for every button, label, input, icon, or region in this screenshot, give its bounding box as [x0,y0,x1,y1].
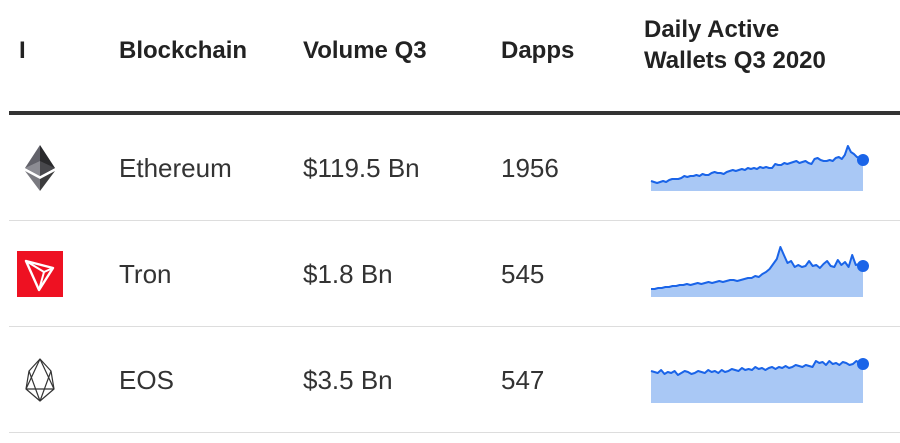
dapps-value: 1956 [501,152,559,183]
sparkline-cell [647,115,875,221]
eos-logo-icon [17,327,63,433]
table-row: Tron $1.8 Bn 545 [9,221,900,327]
row-divider [9,432,900,433]
blockchain-name: EOS [119,364,174,395]
sparkline-line [650,145,864,184]
volume-value: $1.8 Bn [303,258,393,289]
blockchain-name: Tron [119,258,172,289]
sparkline-cell [647,327,875,433]
header-icon: I [19,37,26,64]
sparkline-area [651,146,863,191]
header-wallets-line1: Daily Active [644,16,780,43]
sparkline-end-point [857,154,869,166]
tron-logo-icon [17,221,63,327]
ethereum-logo-icon [17,115,63,221]
sparkline-chart [650,145,869,191]
header-blockchain: Blockchain [119,37,248,64]
sparkline-area [651,361,863,403]
header-wallets-line2: Wallets Q3 2020 [644,47,826,74]
sparkline-line [650,360,864,376]
table-row: Ethereum $119.5 Bn 1956 [9,115,900,221]
volume-value: $119.5 Bn [303,152,420,183]
sparkline-chart [650,358,869,403]
row-divider [9,220,900,221]
blockchain-name: Ethereum [119,152,232,183]
table-header: I Blockchain Volume Q3 Dapps Daily Activ… [9,0,900,112]
dapps-value: 545 [501,258,545,289]
sparkline-line [651,246,864,290]
sparkline-area [651,247,863,297]
sparkline-end-point [857,260,869,272]
sparkline-cell [647,221,875,327]
row-divider [9,326,900,327]
volume-value: $3.5 Bn [303,364,393,395]
header-dapps: Dapps [501,37,575,64]
blockchain-table: I Blockchain Volume Q3 Dapps Daily Activ… [9,0,900,443]
header-rule [9,111,900,115]
sparkline-end-point [857,358,869,370]
table-row: EOS $3.5 Bn 547 [9,327,900,433]
header-daily-active-wallets: Daily Active Wallets Q3 2020 [644,14,894,76]
header-volume: Volume Q3 [303,37,427,64]
sparkline-chart [651,246,869,297]
dapps-value: 547 [501,364,545,395]
